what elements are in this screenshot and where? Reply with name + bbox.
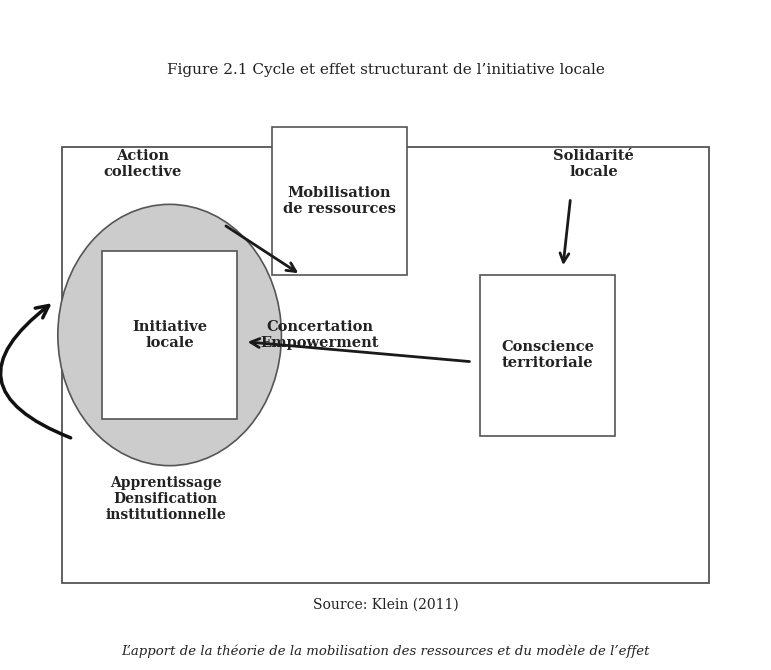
- Text: L’apport de la théorie de la mobilisation des ressources et du modèle de l’effet: L’apport de la théorie de la mobilisatio…: [121, 645, 650, 658]
- Ellipse shape: [58, 204, 281, 466]
- Text: Mobilisation
de ressources: Mobilisation de ressources: [283, 186, 396, 216]
- Text: Source: Klein (2011): Source: Klein (2011): [312, 598, 459, 612]
- Bar: [62, 147, 709, 583]
- FancyArrowPatch shape: [251, 338, 470, 362]
- Text: Conscience
territoriale: Conscience territoriale: [501, 340, 594, 371]
- Bar: [102, 251, 237, 419]
- Text: Figure 2.1 Cycle et effet structurant de l’initiative locale: Figure 2.1 Cycle et effet structurant de…: [167, 64, 604, 77]
- Bar: [480, 275, 614, 436]
- Text: Concertation
Empowerment: Concertation Empowerment: [261, 320, 379, 350]
- Bar: [272, 127, 407, 275]
- Text: Apprentissage
Densification
institutionnelle: Apprentissage Densification institutionn…: [106, 476, 226, 523]
- Text: Initiative
locale: Initiative locale: [132, 320, 207, 350]
- FancyArrowPatch shape: [1, 306, 71, 438]
- FancyArrowPatch shape: [560, 200, 571, 262]
- Text: Solidarité
locale: Solidarité locale: [554, 149, 634, 180]
- FancyArrowPatch shape: [226, 226, 296, 271]
- Text: Action
collective: Action collective: [103, 149, 182, 180]
